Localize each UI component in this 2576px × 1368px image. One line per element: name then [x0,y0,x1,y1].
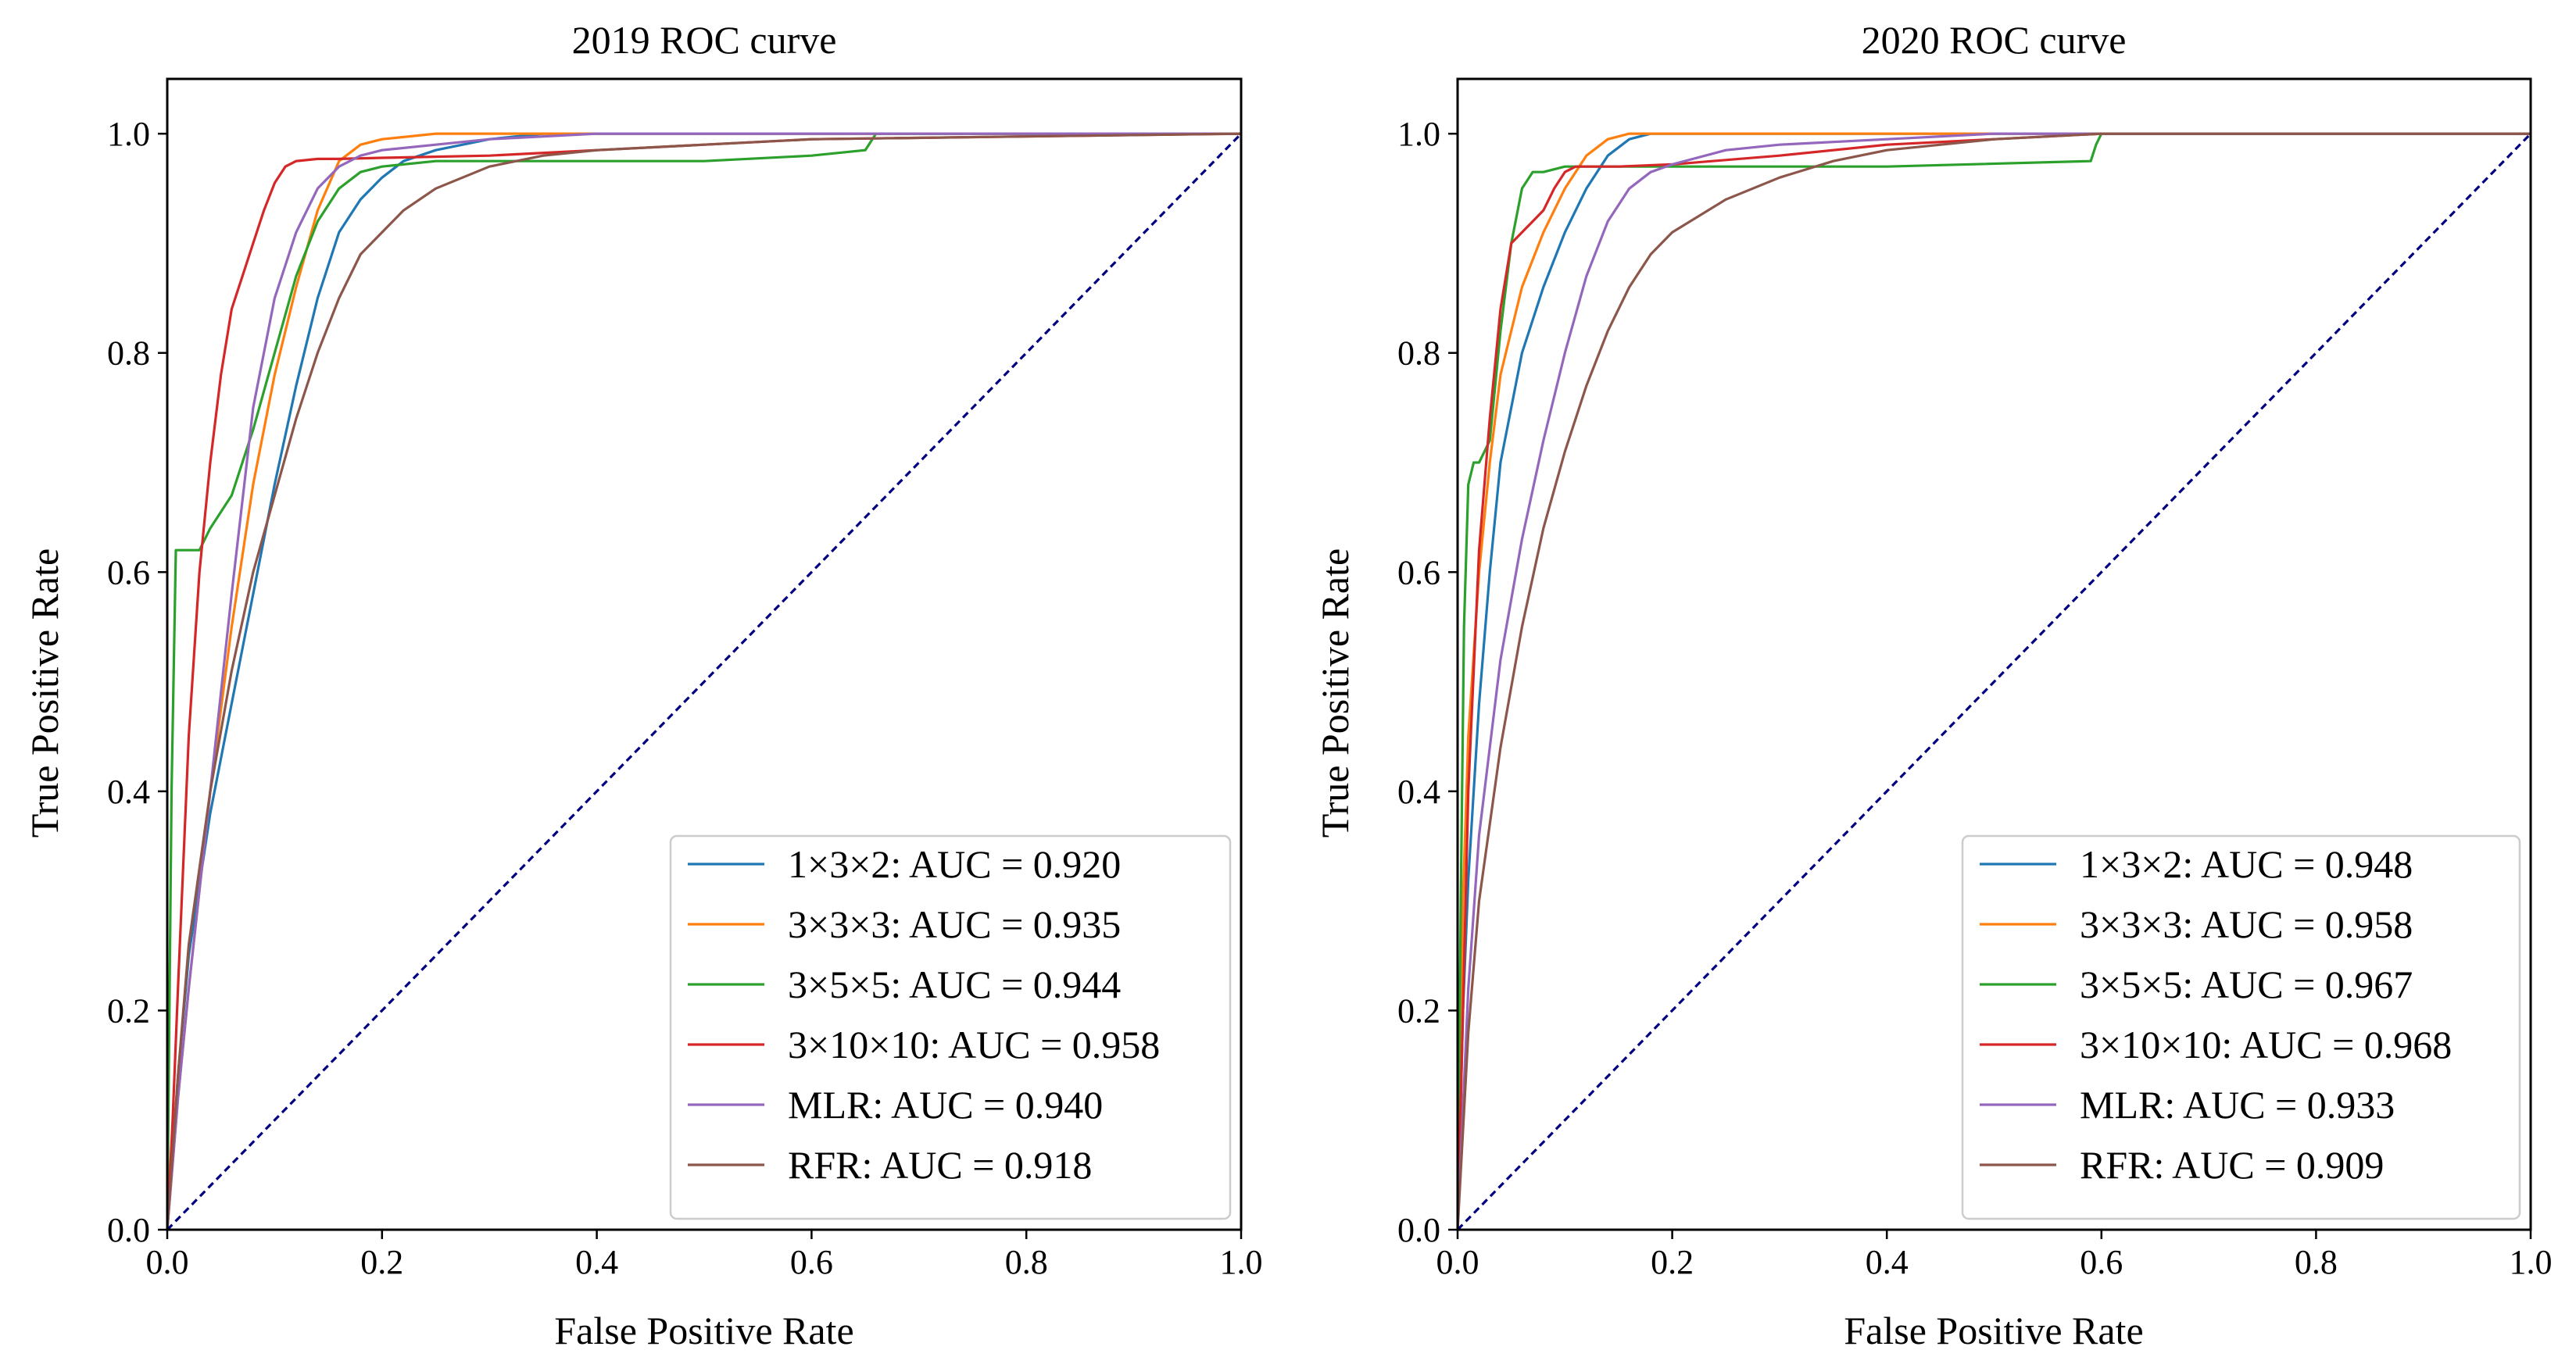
axes-frame [166,77,1243,1231]
y-tick-label: 0.8 [1397,334,1440,373]
y-tick-label: 0.8 [107,334,150,373]
plot-lines [167,132,1241,1230]
x-tick-label: 0.0 [146,1243,189,1281]
legend-box [669,834,1232,1220]
series-line-4 [1458,132,2531,1230]
y-tick-label: 1.0 [1397,115,1440,153]
x-tick-label: 0.6 [2080,1243,2123,1281]
series-line-1 [1458,132,2531,1230]
legend-entry: 3×10×10: AUC = 0.968 [2080,1023,2452,1066]
x-axis-label: False Positive Rate [554,1309,853,1352]
reference-diagonal-line [167,133,1241,1230]
series-line-4 [167,132,1241,1230]
legend: 1×3×2: AUC = 0.920 3×3×3: AUC = 0.935 3×5×… [669,834,1232,1220]
y-tick-label: 0.0 [107,1211,150,1249]
legend-entry: 3×10×10: AUC = 0.958 [788,1023,1160,1066]
legend-entry: MLR: AUC = 0.933 [2080,1083,2395,1127]
legend: 1×3×2: AUC = 0.948 3×3×3: AUC = 0.958 3×5×… [1961,834,2521,1220]
series-line-5 [167,132,1241,1230]
x-tick-label: 0.8 [1005,1243,1048,1281]
x-tick-label: 0.0 [1436,1243,1479,1281]
legend-entry: 3×3×3: AUC = 0.958 [2080,902,2413,946]
chart-2019: 2019 ROC curve False Positive Rate True … [23,18,1263,1352]
x-tick-label: 0.2 [1651,1243,1694,1281]
chart-title: 2019 ROC curve [572,18,837,62]
x-tick-label: 0.6 [790,1243,833,1281]
x-tick-label: 1.0 [1220,1243,1263,1281]
legend-entry: 3×5×5: AUC = 0.967 [2080,963,2413,1006]
series-line-3 [167,132,1241,1230]
x-tick-label: 0.4 [575,1243,618,1281]
legend-box [1961,834,2521,1220]
y-axis-label: True Positive Rate [23,548,66,838]
x-axis-label: False Positive Rate [1844,1309,2143,1352]
series-line-3 [1458,132,2531,1230]
y-tick-label: 0.4 [1397,773,1440,811]
legend-entry: 3×3×3: AUC = 0.935 [788,902,1121,946]
y-tick-label: 0.0 [1397,1211,1440,1249]
x-tick-label: 0.2 [360,1243,403,1281]
legend-entry: 1×3×2: AUC = 0.920 [788,842,1121,886]
y-tick-label: 0.6 [107,553,150,591]
x-tick-label: 0.4 [1866,1243,1909,1281]
x-tick-label: 0.8 [2295,1243,2338,1281]
y-tick-label: 0.4 [107,773,150,811]
legend-entry: RFR: AUC = 0.918 [788,1143,1092,1187]
legend-entry: MLR: AUC = 0.940 [788,1083,1103,1127]
y-tick-label: 0.2 [107,991,150,1030]
y-tick-label: 1.0 [107,115,150,153]
legend-entry: RFR: AUC = 0.909 [2080,1143,2384,1187]
legend-entry: 3×5×5: AUC = 0.944 [788,963,1121,1006]
plot-lines [1458,132,2531,1230]
x-tick-label: 1.0 [2510,1243,2553,1281]
chart-2020: 2020 ROC curve False Positive Rate True … [1313,18,2553,1352]
chart-title: 2020 ROC curve [1862,18,2127,62]
series-line-5 [1458,132,2531,1230]
y-tick-label: 0.2 [1397,991,1440,1030]
series-line-2 [167,132,1241,1230]
y-tick-label: 0.6 [1397,553,1440,591]
legend-entry: 1×3×2: AUC = 0.948 [2080,842,2413,886]
axes-frame [1456,77,2532,1231]
series-line-2 [1458,132,2531,1230]
reference-diagonal-line [1458,133,2531,1230]
series-line-0 [1458,132,2531,1230]
y-axis-label: True Positive Rate [1313,548,1357,838]
